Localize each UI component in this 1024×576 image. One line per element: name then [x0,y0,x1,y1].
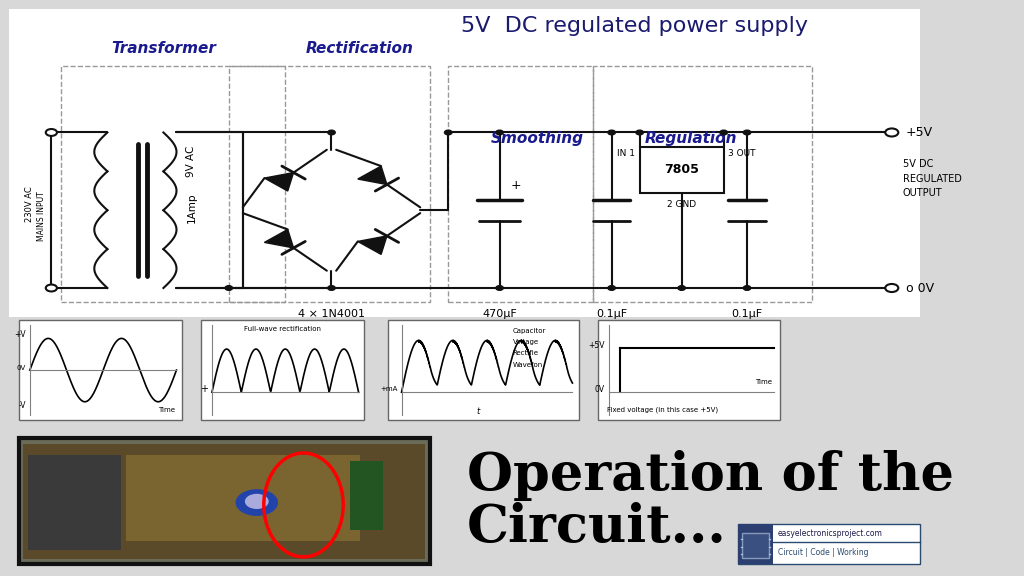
Circle shape [678,286,685,290]
FancyBboxPatch shape [350,461,383,530]
Text: REGULATED: REGULATED [903,173,962,184]
Text: t: t [477,407,480,416]
Text: Smoothing: Smoothing [490,131,584,146]
FancyBboxPatch shape [126,455,359,541]
Text: +: + [201,384,208,395]
Circle shape [496,286,504,290]
Text: -V: -V [18,401,27,410]
Text: +5V: +5V [906,126,933,139]
Text: Wavefon: Wavefon [513,362,543,367]
Circle shape [743,286,751,290]
Circle shape [720,130,727,135]
Text: 0.1μF: 0.1μF [596,309,628,319]
Text: +: + [511,179,521,192]
Circle shape [496,130,504,135]
Circle shape [237,490,278,515]
Text: Transformer: Transformer [111,41,216,56]
Text: Rectifie: Rectifie [513,350,539,356]
Text: Capacitor: Capacitor [513,328,546,334]
Text: Time: Time [756,379,772,385]
Text: +V: +V [14,330,27,339]
Text: 7805: 7805 [665,164,699,176]
Polygon shape [264,229,294,248]
Circle shape [608,130,615,135]
Polygon shape [264,173,294,191]
FancyBboxPatch shape [598,320,779,420]
Circle shape [885,284,898,292]
FancyBboxPatch shape [18,320,182,420]
FancyBboxPatch shape [737,524,773,564]
Text: MAINS INPUT: MAINS INPUT [37,191,46,241]
Text: 5V  DC regulated power supply: 5V DC regulated power supply [462,16,809,36]
Text: 0.1μF: 0.1μF [731,309,763,319]
Text: Fixed voltage (in this case +5V): Fixed voltage (in this case +5V) [607,407,718,414]
Text: Circuit | Code | Working: Circuit | Code | Working [778,548,868,557]
Polygon shape [357,166,387,184]
Circle shape [328,286,335,290]
Text: 470μF: 470μF [482,309,517,319]
FancyBboxPatch shape [18,438,429,564]
Text: +mA: +mA [381,386,397,392]
Text: 5V DC: 5V DC [903,159,933,169]
Text: 0V: 0V [17,365,27,372]
FancyBboxPatch shape [640,147,724,193]
Text: 4 × 1N4001: 4 × 1N4001 [298,309,365,319]
Circle shape [246,494,268,509]
Text: Circuit...: Circuit... [467,502,727,552]
FancyBboxPatch shape [387,320,579,420]
FancyBboxPatch shape [24,444,425,559]
Circle shape [885,128,898,137]
Circle shape [636,130,643,135]
Text: OUTPUT: OUTPUT [903,188,943,198]
Circle shape [46,129,57,136]
Text: Time: Time [158,407,175,413]
Text: 0V: 0V [595,385,605,395]
Text: 2 GND: 2 GND [667,200,696,209]
FancyBboxPatch shape [28,455,122,550]
FancyBboxPatch shape [742,533,769,558]
Text: IN 1: IN 1 [617,149,635,158]
Text: 9V AC: 9V AC [186,146,197,177]
Circle shape [225,286,232,290]
Text: Voltage: Voltage [513,339,539,344]
Circle shape [608,286,615,290]
FancyBboxPatch shape [201,320,365,420]
Text: 1Amp: 1Amp [186,192,197,222]
Text: Rectification: Rectification [305,41,414,56]
Text: o 0V: o 0V [906,282,934,294]
Text: 3 OUT: 3 OUT [728,149,756,158]
FancyBboxPatch shape [9,9,920,317]
Polygon shape [357,236,387,255]
Circle shape [444,130,452,135]
Text: easyelectronicsproject.com: easyelectronicsproject.com [778,529,883,537]
Text: Operation of the: Operation of the [467,450,954,501]
Circle shape [743,130,751,135]
Circle shape [328,130,335,135]
Text: +5V: +5V [589,341,605,350]
Text: 230V AC: 230V AC [26,187,35,222]
Text: Regulation: Regulation [645,131,737,146]
Circle shape [46,285,57,291]
Text: Full-wave rectification: Full-wave rectification [244,326,321,332]
FancyBboxPatch shape [737,524,920,564]
